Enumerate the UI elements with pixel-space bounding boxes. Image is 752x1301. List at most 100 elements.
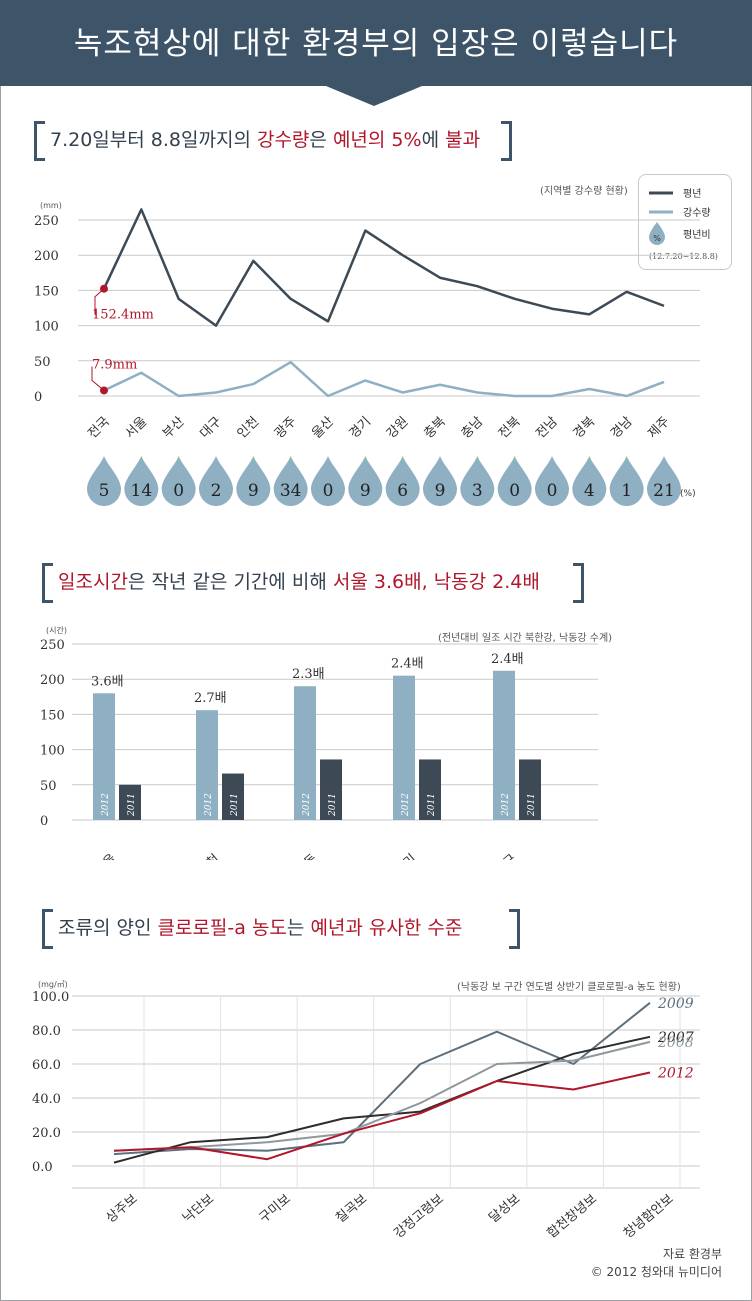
ratio-value: 9 — [360, 481, 371, 501]
ratio-value: 34 — [280, 481, 302, 501]
x-tick-label: 울산 — [309, 414, 337, 442]
legend-drop-pct: % — [653, 234, 661, 243]
ratio-value: 0 — [173, 481, 184, 501]
x-tick-label: 상주보 — [103, 1192, 140, 1227]
ratio-value: 0 — [323, 481, 334, 501]
bar-year-label: 2012 — [302, 793, 312, 817]
ratio-drop — [460, 456, 495, 506]
annotation-rain: 7.9mm — [92, 357, 137, 372]
bar-year-label: 2011 — [527, 793, 537, 817]
y-tick-label: 150 — [40, 708, 65, 723]
y-tick-label: 80.0 — [32, 1024, 61, 1039]
source-line1: 자료 환경부 — [662, 1247, 722, 1261]
ratio-drop — [609, 456, 644, 506]
title-part: 예년과 유사한 수준 — [310, 917, 463, 939]
bar-year-label: 2011 — [230, 793, 240, 817]
y-unit-label: (mm) — [40, 201, 62, 210]
x-tick-label: 충남 — [459, 414, 487, 442]
title-part: 일조시간 — [58, 571, 128, 593]
y-tick-label: 250 — [40, 638, 65, 653]
bar-2012 — [493, 670, 515, 820]
legend-label-rain: 강수량 — [683, 207, 711, 219]
title-part: 은 — [309, 129, 333, 151]
bracket-right — [501, 121, 512, 161]
legend-label-ratio: 평년비 — [683, 229, 711, 241]
x-tick-label: 광주 — [272, 414, 300, 442]
title-part: 조류의 양인 — [58, 917, 158, 939]
y-tick-label: 60.0 — [32, 1058, 61, 1073]
section1-note: (지역별 강수량 현황) — [540, 186, 628, 197]
series-line-2009 — [113, 1002, 651, 1156]
x-tick-label: 경북 — [571, 414, 599, 442]
data-label: 2.3배 — [292, 667, 325, 682]
ratio-drop — [423, 456, 457, 506]
x-tick-label: 전남 — [533, 414, 561, 442]
bracket-right — [573, 563, 584, 603]
ratio-value: 5 — [99, 481, 110, 501]
section2-title: 일조시간은 작년 같은 기간에 비해 서울 3.6배, 낙동강 2.4배 — [42, 563, 584, 603]
bar-2011 — [119, 784, 141, 820]
x-tick-label: 부산 — [160, 414, 188, 442]
x-tick-label: 전국 — [85, 414, 113, 442]
ratio-drop — [572, 456, 607, 506]
ratio-drop — [236, 456, 271, 507]
y-tick-label: 50 — [34, 355, 51, 370]
ratio-value: 2 — [211, 481, 222, 501]
ratio-value: 0 — [547, 481, 558, 501]
y-tick-label: 100.0 — [32, 990, 69, 1005]
y-tick-label: 250 — [34, 214, 59, 229]
ratio-drop — [273, 456, 308, 506]
ratio-value: 21 — [653, 481, 675, 501]
ratio-drop — [161, 456, 196, 506]
header-notch — [326, 86, 422, 106]
y-tick-label: 100 — [34, 320, 59, 335]
ratio-value: 9 — [435, 481, 446, 501]
y-tick-label: 20.0 — [32, 1126, 61, 1141]
ratio-value: 6 — [397, 481, 408, 501]
x-tick-label: 강정고령보 — [391, 1192, 446, 1242]
series-line-2008 — [113, 1040, 651, 1152]
bar-2011 — [419, 759, 441, 820]
x-tick-label: 인천 — [235, 414, 263, 442]
title-part: 불과 — [445, 129, 481, 151]
y-tick-label: 0 — [34, 390, 42, 405]
section3-note: (낙동강 보 구간 연도별 상반기 클로로필-a 농도 현황) — [457, 982, 681, 993]
ratio-drop — [199, 456, 233, 506]
legend-graphic: 평년 강수량 % 평년비 (12.7.20~12.8.8) — [649, 188, 718, 261]
callout-line — [91, 366, 105, 391]
y-tick-label: 40.0 — [32, 1092, 61, 1107]
series-end-label: 2012 — [657, 1066, 694, 1082]
x-tick-label: 달성보 — [486, 1192, 523, 1227]
bar-year-label: 2012 — [204, 793, 214, 817]
x-tick-label: 서울 — [92, 852, 120, 860]
bar-2012 — [294, 686, 316, 820]
y-tick-label: 200 — [34, 249, 59, 264]
ratio-value: 4 — [584, 481, 595, 501]
title-part: 에 — [421, 129, 446, 151]
ratio-drop — [348, 456, 383, 506]
bar-year-label: 2012 — [401, 793, 411, 817]
bar-2012 — [393, 675, 415, 820]
x-tick-label: 낙단보 — [180, 1192, 217, 1227]
y-tick-label: 200 — [40, 673, 65, 688]
bar-year-label: 2012 — [101, 793, 111, 817]
title-part: 예년의 5% — [332, 129, 422, 151]
ratio-drop — [124, 456, 159, 506]
bar-2012 — [93, 693, 115, 820]
x-tick-label: 칠곡보 — [333, 1192, 370, 1227]
series-line-평년 — [102, 208, 665, 327]
data-label: 2.7배 — [194, 691, 227, 706]
x-tick-label: 안동 — [293, 852, 321, 860]
data-label: 2.4배 — [491, 652, 524, 667]
y-tick-label: 0 — [40, 814, 48, 829]
title-part: 강수량 — [256, 129, 310, 151]
legend-drop-icon — [649, 222, 665, 245]
series-line-강수량 — [103, 360, 665, 398]
ratio-drop — [497, 456, 532, 507]
title-part: 7.20일부터 8.8일까지의 — [50, 129, 257, 151]
ratio-drop — [385, 456, 420, 506]
bar-year-label: 2011 — [127, 793, 137, 817]
y-tick-label: 50 — [40, 779, 57, 794]
title-part: 는 — [286, 917, 311, 939]
